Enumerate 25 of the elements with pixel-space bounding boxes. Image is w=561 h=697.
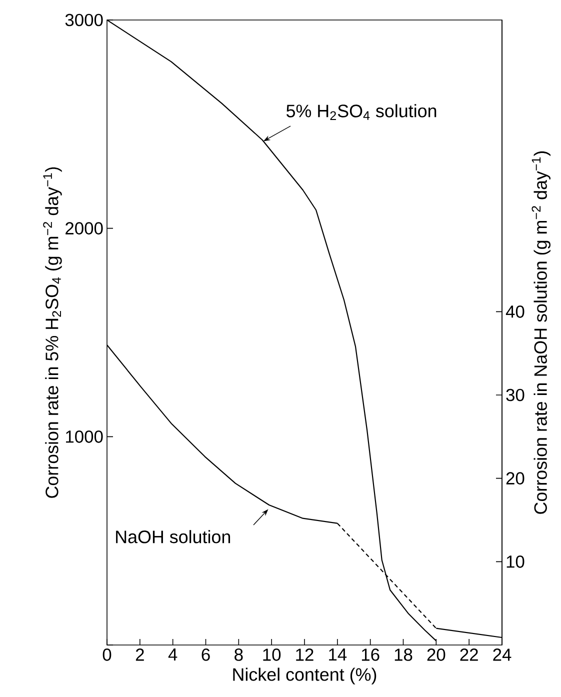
y2-tick-label: 40 [506,305,524,318]
y-tick-label: 1000 [66,430,103,443]
text: Corrosion rate in 5% H$_{2}$SO$_{4}$ (g m$^{−2}$ day$^{−1}$) [43,167,62,498]
x-tick-label: 24 [493,648,512,661]
y2-axis-title: Corrosion rate in NaOH solution (g m$^{−2}$ day$^{−1}$) [532,151,550,514]
x-tick-label: 14 [329,648,347,661]
y-tick-label: 3000 [65,14,103,26]
y2-tick-label: 30 [506,388,524,402]
x-tick-label: 0 [102,648,112,661]
x-tick-label: 4 [168,648,178,661]
y2-tick-label: 10 [506,555,524,568]
x-tick-label: 6 [202,648,210,661]
x-tick-label: 16 [362,648,380,661]
x-axis-title: Nickel content (%) [233,668,376,684]
y-tick-label: 2000 [66,222,103,235]
x-tick-label: 8 [234,648,243,661]
series-label: 5% H$_{2}$SO$_{4}$ solution [286,104,436,120]
x-tick-label: 12 [296,648,314,661]
x-tick-label: 18 [394,648,412,661]
x-tick-label: 20 [427,648,446,661]
y2-tick-label: 20 [506,472,524,485]
text: NaOH solution [116,530,230,544]
x-tick-label: 2 [136,648,144,661]
x-tick-label: 22 [460,648,478,661]
x-tick-label: 10 [263,648,281,661]
